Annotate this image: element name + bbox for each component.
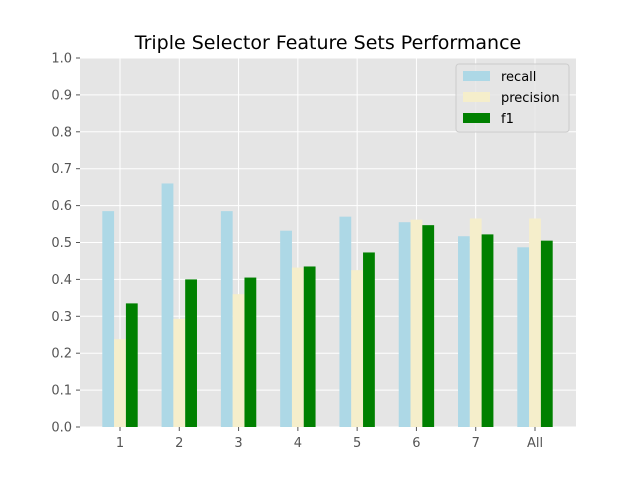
- x-tick-label: 6: [412, 436, 420, 451]
- bar-recall-5: [339, 216, 352, 427]
- legend: recall precision f1: [455, 63, 570, 133]
- y-tick-label: 0.9: [51, 88, 72, 103]
- bar-f1-5: [363, 252, 375, 427]
- bar-f1-3: [244, 277, 257, 427]
- y-tick-label: 0.4: [51, 273, 72, 288]
- bar-f1-4: [303, 266, 316, 427]
- bar-precision-7: [469, 218, 482, 427]
- x-tick-label: 5: [353, 436, 361, 451]
- legend-swatch-precision: [463, 92, 490, 102]
- y-tick-label: 0.2: [51, 347, 72, 362]
- bar-precision-1: [114, 339, 126, 427]
- bar-precision-5: [351, 270, 364, 427]
- legend-swatch-f1: [463, 113, 490, 123]
- bar-recall-7: [458, 236, 470, 427]
- y-tick-label: 1.0: [51, 52, 72, 67]
- x-tick-label: 4: [294, 436, 302, 451]
- bar-recall-4: [280, 230, 292, 427]
- legend-label-precision: precision: [501, 91, 560, 106]
- y-axis-ticks: 0.0 0.1 0.2 0.3 0.4 0.5 0.6 0.7 0.8 0.9 1.0: [51, 52, 80, 436]
- bar-f1-6: [422, 225, 435, 427]
- bar-precision-2: [173, 318, 186, 427]
- y-tick-label: 0.3: [51, 310, 72, 325]
- bar-f1-2: [185, 279, 197, 427]
- x-axis-ticks: 1 2 3 4 5 6 7 All: [116, 427, 543, 451]
- legend-label-recall: recall: [501, 70, 536, 85]
- legend-swatch-recall: [463, 71, 490, 81]
- bar-f1-7: [481, 234, 494, 427]
- bar-recall-3: [220, 211, 233, 427]
- legend-label-f1: f1: [501, 112, 514, 127]
- bar-recall-6: [398, 222, 411, 427]
- x-tick-label: 3: [234, 436, 242, 451]
- x-tick-label: 2: [175, 436, 183, 451]
- y-tick-label: 0.8: [51, 125, 72, 140]
- bars: [102, 183, 553, 427]
- y-tick-label: 0.1: [51, 384, 72, 399]
- chart-title: Triple Selector Feature Sets Performance: [134, 32, 521, 54]
- y-tick-label: 0.7: [51, 162, 72, 177]
- bar-precision-4: [291, 267, 304, 427]
- y-tick-label: 0.6: [51, 199, 72, 214]
- bar-recall-2: [161, 183, 174, 427]
- bar-precision-All: [529, 218, 541, 427]
- bar-f1-1: [125, 303, 138, 427]
- x-tick-label: 7: [472, 436, 480, 451]
- x-tick-label: 1: [116, 436, 124, 451]
- x-tick-label: All: [527, 436, 543, 451]
- bar-precision-6: [410, 219, 423, 427]
- bar-recall-All: [517, 247, 530, 427]
- bar-recall-1: [102, 211, 115, 427]
- y-tick-label: 0.5: [51, 236, 72, 251]
- y-tick-label: 0.0: [51, 421, 72, 436]
- bar-precision-3: [232, 294, 245, 427]
- bar-f1-All: [540, 240, 553, 427]
